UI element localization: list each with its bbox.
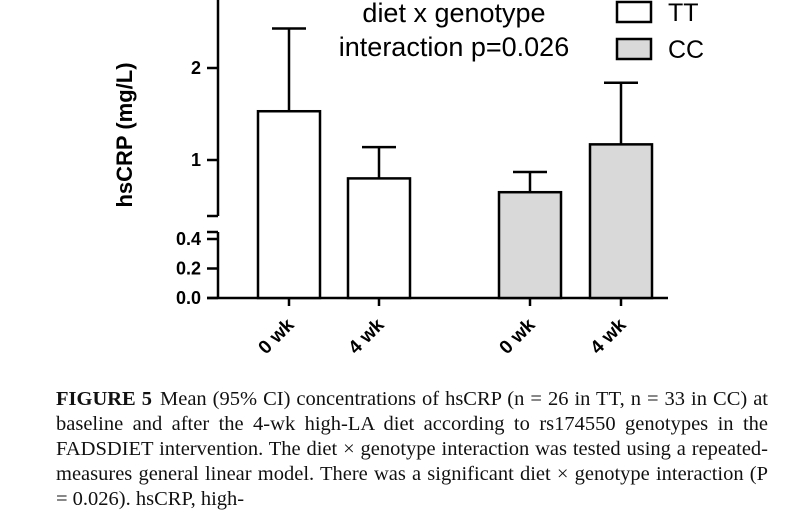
y-axis: 0.0 0.2 0.4 1 2 hsCRP (mg/L) [112, 0, 220, 308]
bar [497, 190, 563, 300]
legend-label-tt: TT [668, 0, 699, 27]
x-tick-label: 4 wk [345, 314, 389, 358]
y-tick-label: 0.4 [176, 229, 201, 249]
caption-line-1: Mean (95% CI) concentrations of hsCRP (n… [160, 388, 625, 410]
interaction-annotation: diet x genotype interaction p=0.026 [339, 0, 569, 62]
y-tick-label: 0.2 [176, 259, 201, 279]
annotation-line-2: interaction p=0.026 [339, 32, 569, 62]
x-tick-label: 0 wk [255, 314, 299, 358]
bar [346, 177, 412, 300]
legend: TT CC [615, 0, 704, 64]
bar [588, 143, 654, 300]
x-tick-label: 4 wk [587, 314, 631, 358]
x-tick-label: 0 wk [496, 314, 540, 358]
figure-caption: FIGURE 5 Mean (95% CI) concentrations of … [56, 387, 768, 512]
legend-swatch-cc [615, 37, 653, 61]
caption-line-4: interaction was tested using a repeated-… [56, 438, 769, 485]
caption-line-3: rs174550 genotypes in the FADSDIET inter… [56, 413, 769, 460]
y-tick-label: 2 [191, 58, 201, 78]
caption-lead: FIGURE 5 [56, 388, 152, 410]
bar-chart: 0.0 0.2 0.4 1 2 hsCRP (mg/L) 0 wk 4 wk 0 wk 4 w… [112, 0, 704, 359]
bar [256, 109, 322, 300]
annotation-line-1: diet x genotype [362, 0, 545, 28]
y-axis-label: hsCRP (mg/L) [112, 62, 137, 207]
legend-label-cc: CC [668, 36, 704, 64]
y-tick-label: 0.0 [176, 288, 201, 308]
legend-swatch-tt [615, 0, 653, 24]
caption-line-2: n = 33 in CC) at baseline and after the … [56, 388, 768, 435]
y-tick-label: 1 [191, 150, 201, 170]
